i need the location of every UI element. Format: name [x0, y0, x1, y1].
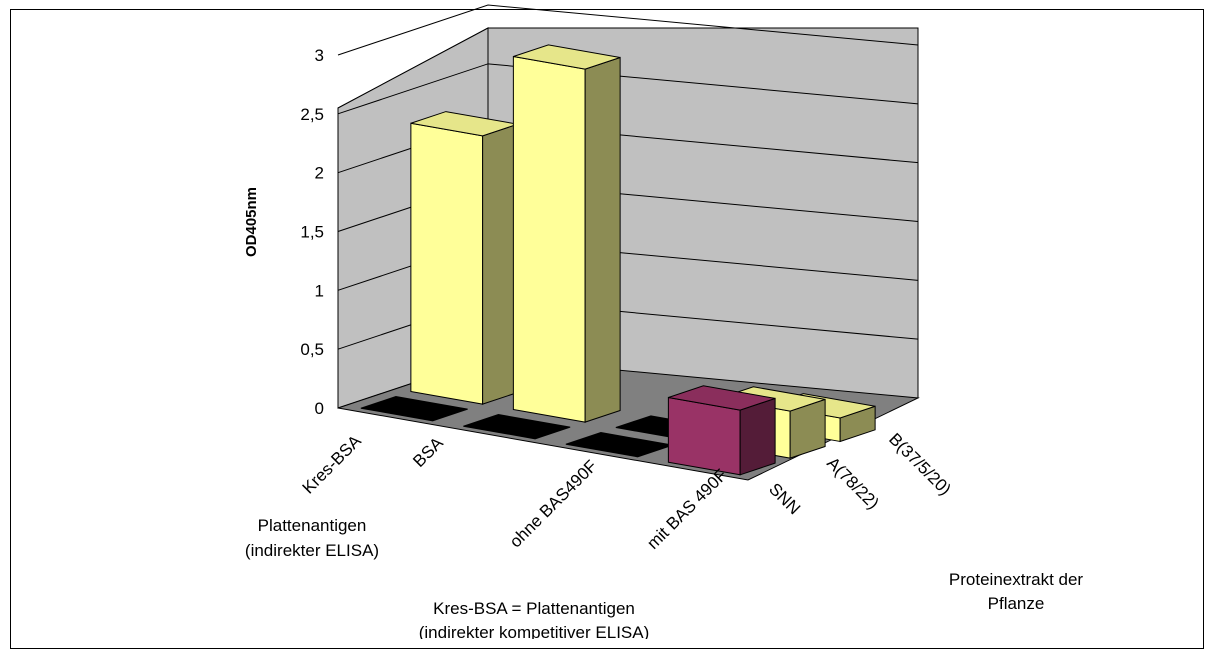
- y-tick-label: 3: [315, 46, 324, 65]
- gridline: [337, 4, 919, 56]
- bar-A-0: [410, 111, 519, 405]
- bar-front: [410, 122, 484, 405]
- bar-top: [360, 396, 468, 422]
- y-tick-label: 0: [315, 399, 324, 418]
- y-tick-label: 1,5: [300, 223, 324, 242]
- protein-axis-line1: Proteinextrakt der: [949, 570, 1084, 589]
- y-tick-label: 2: [315, 164, 324, 183]
- bars: [360, 44, 876, 476]
- category-label-ohne-bas490f: ohne BAS490F: [506, 456, 601, 551]
- bar-front: [512, 55, 586, 423]
- category-label-mit-bas490f: mit BAS 490F: [643, 465, 731, 553]
- plattenantigen-note-line2: (indirekter ELISA): [245, 541, 379, 560]
- bar-A-1: [512, 44, 621, 423]
- bar-SNN-1: [463, 414, 571, 440]
- bar-top: [668, 385, 776, 411]
- kres-note-line1: Kres-BSA = Plattenantigen: [433, 599, 635, 618]
- bar-side: [482, 123, 519, 405]
- y-axis-title: OD405nm: [243, 187, 260, 257]
- y-tick-label: 2,5: [300, 105, 324, 124]
- bar-top: [513, 44, 621, 70]
- y-axis-ticks: 0 0,5 1 1,5 2 2,5 3: [300, 46, 324, 418]
- series-label-a: A(78/22): [823, 453, 883, 513]
- series-label-snn: SNN: [765, 479, 804, 518]
- category-label-bsa: BSA: [409, 433, 447, 471]
- bar-top: [463, 414, 571, 440]
- bar-side: [584, 56, 621, 423]
- y-tick-label: 1: [315, 281, 324, 300]
- bar-front: [667, 396, 741, 476]
- category-label-kres-bsa: Kres-BSA: [299, 431, 366, 498]
- plattenantigen-note-line1: Plattenantigen: [258, 516, 367, 535]
- gridline: [337, 63, 919, 115]
- bar-SNN-3: [667, 385, 776, 476]
- bar-SNN-0: [360, 396, 468, 422]
- kres-note-line2: (indirekter kompetitiver ELISA): [419, 623, 650, 639]
- y-tick-label: 0,5: [300, 340, 324, 359]
- series-label-b: B(37/5/20): [885, 429, 955, 499]
- bar-side: [739, 397, 776, 476]
- protein-axis-line2: Pflanze: [988, 594, 1045, 613]
